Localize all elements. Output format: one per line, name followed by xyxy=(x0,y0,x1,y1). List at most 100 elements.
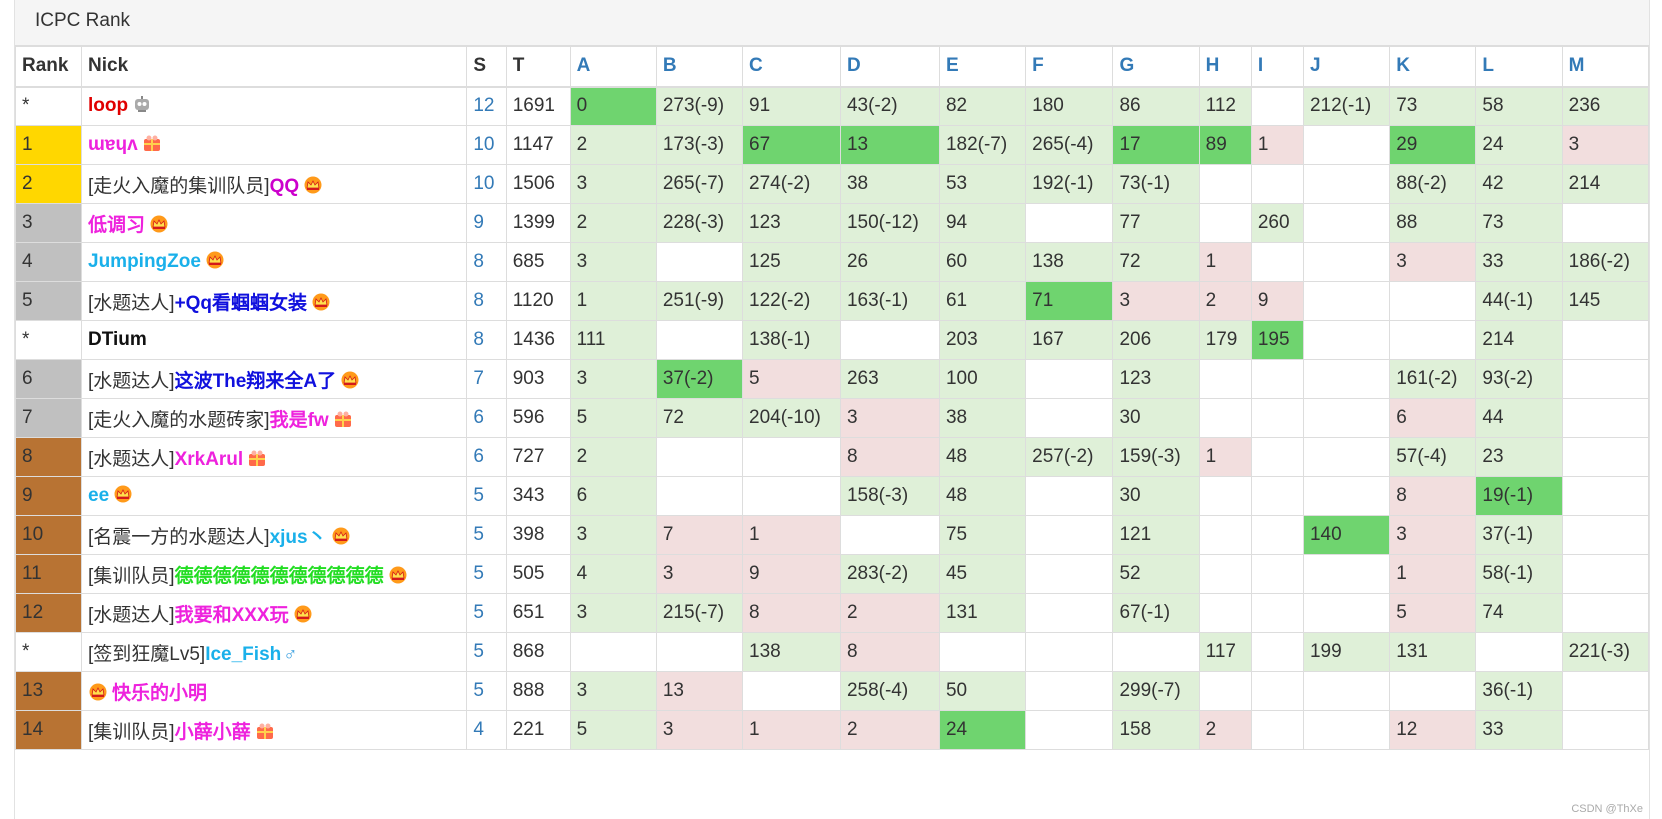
problem-cell-j xyxy=(1302,359,1391,399)
nick-name-link[interactable]: xjus丶 xyxy=(269,526,327,548)
problem-header-g[interactable]: G xyxy=(1112,46,1200,88)
problem-header-a[interactable]: A xyxy=(569,46,657,88)
problem-cell-g: 3 xyxy=(1112,281,1200,321)
problem-cell-h: 1 xyxy=(1198,242,1252,282)
problem-cell-l: 42 xyxy=(1475,164,1563,204)
crown-icon xyxy=(331,527,351,545)
problem-cell-a: 3 xyxy=(569,242,657,282)
problem-header-m[interactable]: M xyxy=(1561,46,1650,88)
problem-cell-m xyxy=(1561,398,1650,438)
problem-cell-i xyxy=(1250,593,1304,633)
problem-header-c[interactable]: C xyxy=(742,46,841,88)
penalty-time: 221 xyxy=(505,710,571,750)
problem-cell-f: 71 xyxy=(1025,281,1114,321)
table-row: 8 [水题达人]XrkArul 6 727 2 8 48 257(-2) 159(-3) 1 57(… xyxy=(15,437,1650,477)
problem-cell-b: 7 xyxy=(655,515,744,555)
solved-count: 9 xyxy=(466,203,507,243)
problem-cell-k: 3 xyxy=(1389,242,1477,282)
problem-cell-j xyxy=(1302,437,1391,477)
problem-cell-l: 214 xyxy=(1475,320,1563,360)
problem-header-d[interactable]: D xyxy=(839,46,940,88)
penalty-time: 1506 xyxy=(505,164,571,204)
nick-name-link[interactable]: 快乐的小明 xyxy=(112,682,208,704)
nick-name-link[interactable]: 我是fw xyxy=(269,409,329,431)
problem-cell-c: 274(-2) xyxy=(742,164,841,204)
nick-name-link[interactable]: Ice_Fish xyxy=(205,643,282,665)
nick-name-link[interactable]: 低调习 xyxy=(88,214,146,236)
nick-name-link[interactable]: QQ xyxy=(269,175,300,197)
rank-cell: * xyxy=(15,632,82,672)
nick-name-link[interactable]: ɯɐɥʌ xyxy=(88,134,138,155)
problem-cell-e: 94 xyxy=(938,203,1027,243)
nick-name-link[interactable]: ee xyxy=(88,485,110,506)
problem-cell-j xyxy=(1302,164,1391,204)
problem-cell-b: 3 xyxy=(655,710,744,750)
problem-cell-d: 150(-12) xyxy=(839,203,940,243)
problem-cell-j: 140 xyxy=(1302,515,1391,555)
rank-cell: 2 xyxy=(15,164,82,204)
problem-cell-f xyxy=(1025,203,1114,243)
crown-icon xyxy=(293,605,313,623)
problem-cell-g: 30 xyxy=(1112,398,1200,438)
solved-count: 8 xyxy=(466,281,507,321)
rank-cell: 10 xyxy=(15,515,82,555)
nick-name-link[interactable]: DTium xyxy=(88,329,147,350)
problem-header-h[interactable]: H xyxy=(1198,46,1252,88)
problem-cell-l: 44 xyxy=(1475,398,1563,438)
problem-cell-i: 195 xyxy=(1250,320,1304,360)
penalty-time: 868 xyxy=(505,632,571,672)
problem-header-b[interactable]: B xyxy=(655,46,744,88)
problem-cell-f: 257(-2) xyxy=(1025,437,1114,477)
problem-cell-l: 23 xyxy=(1475,437,1563,477)
problem-cell-c: 1 xyxy=(742,515,841,555)
problem-header-i[interactable]: I xyxy=(1250,46,1304,88)
problem-cell-f: 265(-4) xyxy=(1025,125,1114,165)
nick-name-link[interactable]: loop xyxy=(88,95,129,117)
problem-cell-g: 121 xyxy=(1112,515,1200,555)
solved-count: 6 xyxy=(466,437,507,477)
problem-cell-d: 3 xyxy=(839,398,940,438)
problem-cell-c: 125 xyxy=(742,242,841,282)
nick-cell: 低调习 xyxy=(80,203,468,243)
rank-cell: 8 xyxy=(15,437,82,477)
rank-cell: 1 xyxy=(15,125,82,165)
problem-cell-d: 263 xyxy=(839,359,940,399)
nick-name-link[interactable]: 这波The翔来全A了 xyxy=(174,370,337,392)
problem-cell-k: 131 xyxy=(1389,632,1477,672)
problem-cell-i xyxy=(1250,632,1304,672)
problem-cell-i xyxy=(1250,710,1304,750)
rank-cell: 9 xyxy=(15,476,82,516)
problem-header-l[interactable]: L xyxy=(1475,46,1563,88)
nick-name-link[interactable]: +Qq看蝈蝈女装 xyxy=(174,292,308,314)
solved-count: 5 xyxy=(466,593,507,633)
problem-cell-b: 251(-9) xyxy=(655,281,744,321)
nick-name-link[interactable]: 我要和XXX玩 xyxy=(174,604,289,626)
problem-cell-j xyxy=(1302,125,1391,165)
problem-header-k[interactable]: K xyxy=(1389,46,1477,88)
problem-cell-g: 158 xyxy=(1112,710,1200,750)
penalty-time: 1691 xyxy=(505,86,571,126)
problem-cell-e: 131 xyxy=(938,593,1027,633)
problem-cell-d: 258(-4) xyxy=(839,671,940,711)
problem-cell-a: 3 xyxy=(569,593,657,633)
penalty-time: 343 xyxy=(505,476,571,516)
problem-header-f[interactable]: F xyxy=(1025,46,1114,88)
nick-name-link[interactable]: XrkArul xyxy=(174,448,244,470)
problem-header-j[interactable]: J xyxy=(1302,46,1391,88)
problem-cell-j: 199 xyxy=(1302,632,1391,672)
nick-name-link[interactable]: 小薛小薛 xyxy=(174,721,251,743)
nick-name-link[interactable]: 德德德德德德德德德德德 xyxy=(174,565,384,587)
nick-name-link[interactable]: JumpingZoe xyxy=(88,251,201,272)
solved-count: 5 xyxy=(466,515,507,555)
table-row: 2 [走火入魔的集训队员]QQ 10 1506 3 265(-7) 274(-2) 38 53 1… xyxy=(15,164,1650,204)
table-row: 7 [走火入魔的水题砖家]我是fw 6 596 5 72 204(-10) 3 38 30 6 44 xyxy=(15,398,1650,438)
problem-cell-k: 73 xyxy=(1389,86,1477,126)
crown-icon xyxy=(340,371,360,389)
problem-cell-a: 3 xyxy=(569,671,657,711)
problem-cell-f xyxy=(1025,632,1114,672)
problem-cell-d: 13 xyxy=(839,125,940,165)
problem-header-e[interactable]: E xyxy=(938,46,1027,88)
problem-cell-i xyxy=(1250,437,1304,477)
problem-cell-j xyxy=(1302,710,1391,750)
problem-cell-a: 6 xyxy=(569,476,657,516)
